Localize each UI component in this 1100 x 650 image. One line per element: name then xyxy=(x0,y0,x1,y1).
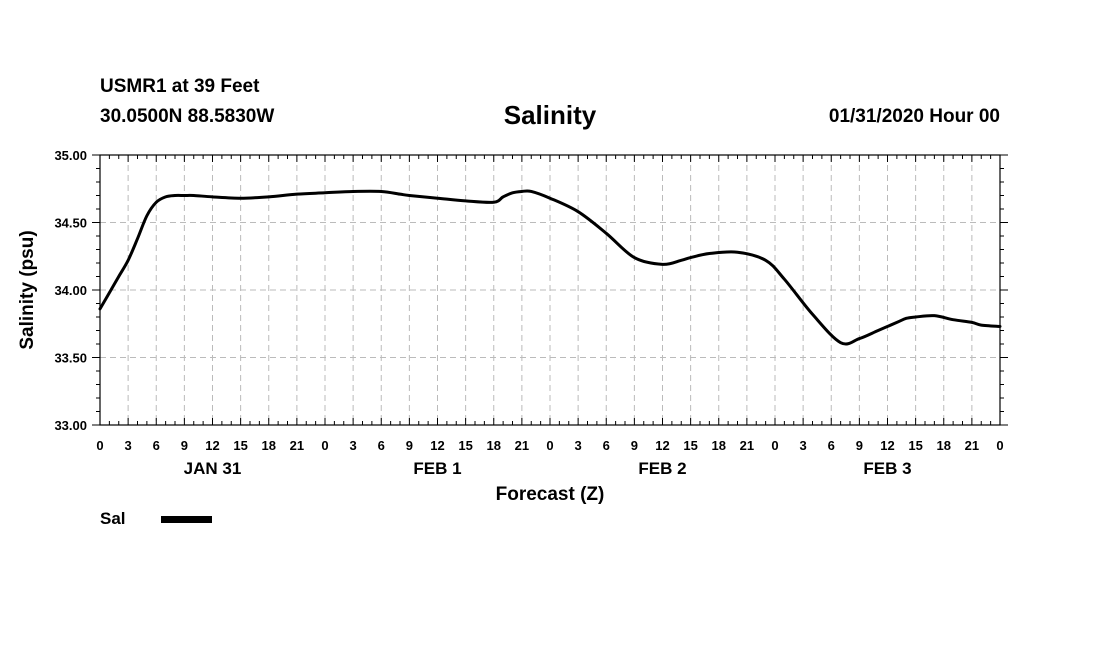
plot-frame xyxy=(99,154,1001,426)
x-tick-label: 6 xyxy=(828,438,835,453)
y-tick-label: 35.00 xyxy=(54,148,87,163)
day-label: FEB 2 xyxy=(638,459,686,478)
x-tick-label: 18 xyxy=(487,438,501,453)
x-tick-label: 21 xyxy=(965,438,979,453)
x-tick-label: 18 xyxy=(262,438,276,453)
x-tick-label: 15 xyxy=(908,438,922,453)
x-tick-label: 9 xyxy=(406,438,413,453)
x-tick-label: 15 xyxy=(233,438,247,453)
station-label: USMR1 at 39 Feet xyxy=(100,76,260,97)
day-label: JAN 31 xyxy=(184,459,242,478)
x-tick-label: 0 xyxy=(996,438,1003,453)
x-tick-label: 3 xyxy=(125,438,132,453)
x-axis-title: Forecast (Z) xyxy=(496,484,605,505)
day-label: FEB 3 xyxy=(863,459,911,478)
series xyxy=(98,189,1002,346)
salinity-series-line xyxy=(98,189,1002,346)
tick-labels: 0 3 6 9 12 15 18 21 0 3 6 9 12 15 18 21 0 3 6 9 12 15 18 21 0 3 6 9… xyxy=(54,148,1003,478)
coordinates-label: 30.0500N 88.5830W xyxy=(100,106,275,127)
x-tick-label: 21 xyxy=(290,438,304,453)
y-tick-label: 34.00 xyxy=(54,283,87,298)
x-tick-label: 3 xyxy=(800,438,807,453)
day-label: FEB 1 xyxy=(413,459,461,478)
x-tick-label: 3 xyxy=(350,438,357,453)
x-tick-label: 18 xyxy=(937,438,951,453)
x-tick-label: 12 xyxy=(430,438,444,453)
x-tick-label: 21 xyxy=(515,438,529,453)
x-tick-label: 15 xyxy=(458,438,472,453)
y-tick-label: 34.50 xyxy=(54,216,87,231)
y-tick-label: 33.00 xyxy=(54,418,87,433)
x-tick-label: 0 xyxy=(771,438,778,453)
x-tick-label: 12 xyxy=(655,438,669,453)
y-tick-label: 33.50 xyxy=(54,351,87,366)
x-tick-label: 21 xyxy=(740,438,754,453)
x-tick-label: 12 xyxy=(880,438,894,453)
legend-label: Sal xyxy=(100,509,126,528)
x-tick-label: 0 xyxy=(546,438,553,453)
x-tick-label: 6 xyxy=(153,438,160,453)
x-tick-label: 6 xyxy=(603,438,610,453)
x-tick-label: 9 xyxy=(181,438,188,453)
forecast-datetime: 01/31/2020 Hour 00 xyxy=(828,106,1000,127)
axis-ticks xyxy=(92,154,1008,426)
x-tick-label: 9 xyxy=(856,438,863,453)
x-tick-label: 18 xyxy=(712,438,726,453)
grid xyxy=(100,155,1000,425)
x-tick-label: 12 xyxy=(205,438,219,453)
x-tick-label: 6 xyxy=(378,438,385,453)
chart-title: Salinity xyxy=(503,100,597,130)
x-tick-label: 0 xyxy=(96,438,103,453)
x-tick-label: 0 xyxy=(321,438,328,453)
x-tick-label: 3 xyxy=(575,438,582,453)
x-tick-label: 15 xyxy=(683,438,697,453)
y-axis-title: Salinity (psu) xyxy=(17,230,38,349)
x-tick-label: 9 xyxy=(631,438,638,453)
legend-line-swatch xyxy=(161,516,212,523)
